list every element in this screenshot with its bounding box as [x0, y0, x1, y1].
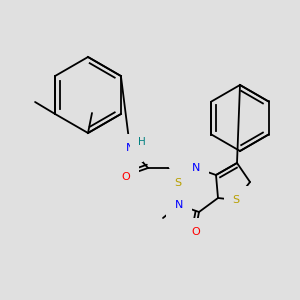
Text: N: N: [175, 200, 183, 210]
Text: O: O: [192, 227, 200, 237]
Text: N: N: [192, 163, 200, 173]
Text: O: O: [122, 172, 130, 182]
Text: H: H: [138, 137, 146, 147]
Text: S: S: [174, 178, 182, 188]
Text: S: S: [232, 195, 240, 205]
Text: N: N: [126, 143, 134, 153]
